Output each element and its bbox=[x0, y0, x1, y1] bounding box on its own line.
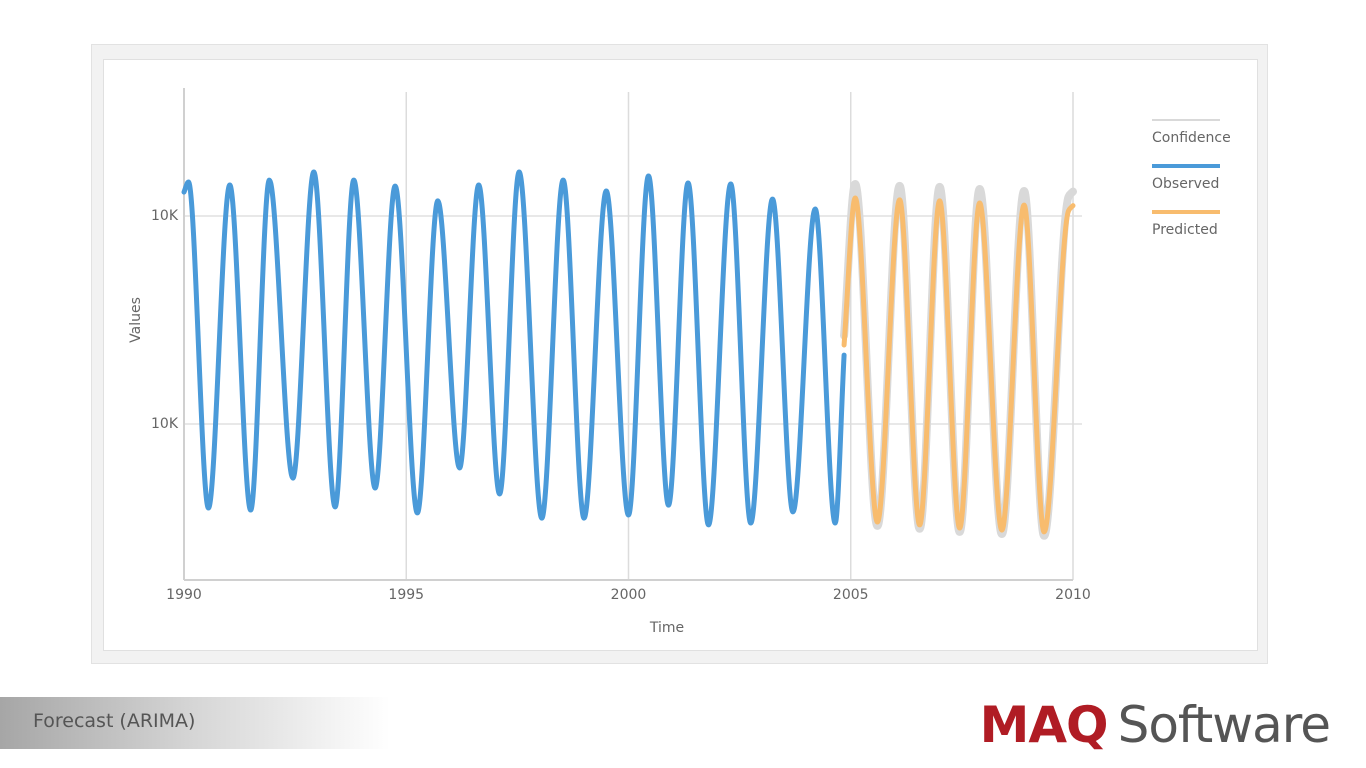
y-tick-label: 10K bbox=[151, 208, 179, 224]
chart-frame bbox=[91, 44, 1268, 664]
x-tick-label: 1990 bbox=[166, 587, 202, 603]
legend-label: Observed bbox=[1152, 176, 1219, 192]
x-tick-label: 2005 bbox=[833, 587, 869, 603]
x-tick-label: 1995 bbox=[388, 587, 424, 603]
brand-logo: MAQ Software bbox=[979, 696, 1331, 754]
brand-mark: MAQ bbox=[979, 696, 1109, 754]
series-line bbox=[841, 195, 1076, 535]
footer: Forecast (ARIMA) bbox=[0, 697, 390, 749]
footer-label: Forecast (ARIMA) bbox=[33, 710, 196, 732]
brand-name: Software bbox=[1117, 696, 1331, 754]
series-line bbox=[181, 169, 847, 528]
chart: Time Values 10K 10K 1990 1995 2000 2005 2010 Co… bbox=[128, 88, 1231, 636]
x-axis-label: Time bbox=[649, 620, 684, 636]
x-tick-label: 2000 bbox=[611, 587, 647, 603]
y-axis-label: Values bbox=[128, 297, 144, 343]
y-tick-label: 10K bbox=[151, 416, 179, 432]
legend-label: Confidence bbox=[1152, 130, 1231, 146]
legend-label: Predicted bbox=[1152, 222, 1218, 238]
x-tick-label: 2010 bbox=[1055, 587, 1091, 603]
chart-panel bbox=[103, 59, 1258, 651]
